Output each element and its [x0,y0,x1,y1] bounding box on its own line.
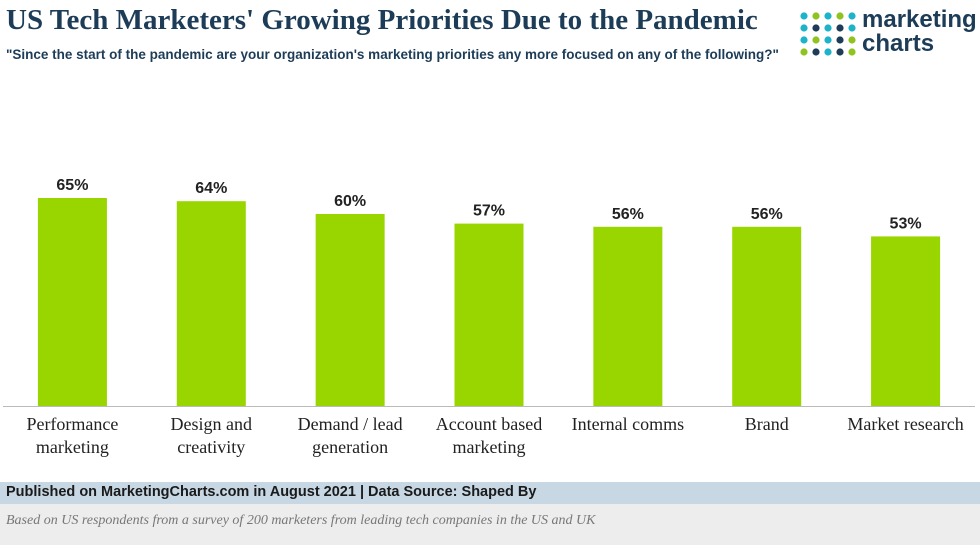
value-label: 57% [473,203,505,220]
bar [454,223,524,406]
marketingcharts-logo[interactable]: marketing charts [798,6,978,64]
footer-note: Based on US respondents from a survey of… [6,513,596,528]
category-label-line: Brand [745,414,789,434]
logo-dot [848,36,856,44]
value-label: 60% [334,193,366,210]
bar [315,214,385,406]
logo-dot [824,48,832,56]
category-label-line: Performance [26,414,118,434]
logo-dot [824,24,832,32]
logo-dot [800,48,808,56]
logo-dot [800,12,808,20]
value-label: 53% [890,215,922,232]
chart-subtitle: "Since the start of the pandemic are you… [6,47,779,62]
logo-dot [800,36,808,44]
footer-source-bar: Published on MarketingCharts.com in Augu… [0,482,980,504]
bar [176,201,246,406]
bars-group [37,198,941,406]
logo-dot [812,48,820,56]
category-label-line: marketing [36,437,109,457]
logo-dot [824,12,832,20]
bar-chart: 65% 64% 60% 57% 56% 56% 53% Performance marketi… [3,177,975,457]
category-labels-group: Performance marketing Design and creativity… [26,414,963,457]
value-label: 56% [751,206,783,223]
category-label: Demand / lead generation [298,414,403,457]
category-label-line: Design and [171,414,252,434]
chart-title: US Tech Marketers' Growing Priorities Du… [6,4,758,36]
logo-dot [836,12,844,20]
category-label-line: marketing [453,437,526,457]
logo-dot [812,12,820,20]
value-labels-group: 65% 64% 60% 57% 56% 56% 53% [56,177,921,232]
category-label-line: generation [312,437,388,457]
category-label: Brand [745,414,789,434]
category-label: Market research [847,414,963,434]
logo-dot [848,48,856,56]
category-label: Performance marketing [26,414,118,457]
bar [732,226,802,406]
logo-dot [836,48,844,56]
logo-dot [836,36,844,44]
logo-dot [824,36,832,44]
footer-note-area: Based on US respondents from a survey of… [0,504,980,545]
category-label: Internal comms [572,414,684,434]
category-label-line: Account based [436,414,542,434]
bar [593,226,663,406]
category-label: Design and creativity [171,414,252,457]
value-label: 65% [56,177,88,194]
category-label-line: creativity [177,437,245,457]
logo-dot [848,24,856,32]
logo-text-line2: charts [862,30,935,57]
value-label: 56% [612,206,644,223]
logo-dot [848,12,856,20]
logo-dot [812,24,820,32]
category-label: Account based marketing [436,414,542,457]
logo-dots-icon [800,12,856,56]
category-label-line: Market research [847,414,963,434]
logo-dot [836,24,844,32]
logo-text: marketing charts [862,8,977,56]
logo-dot [812,36,820,44]
bar [37,198,107,406]
footer-source: Published on MarketingCharts.com in Augu… [6,484,537,500]
category-label-line: Demand / lead [298,414,403,434]
logo-text-line1: marketing [862,6,977,33]
bar [871,236,941,406]
category-label-line: Internal comms [572,414,684,434]
logo-dot [800,24,808,32]
value-label: 64% [195,180,227,197]
